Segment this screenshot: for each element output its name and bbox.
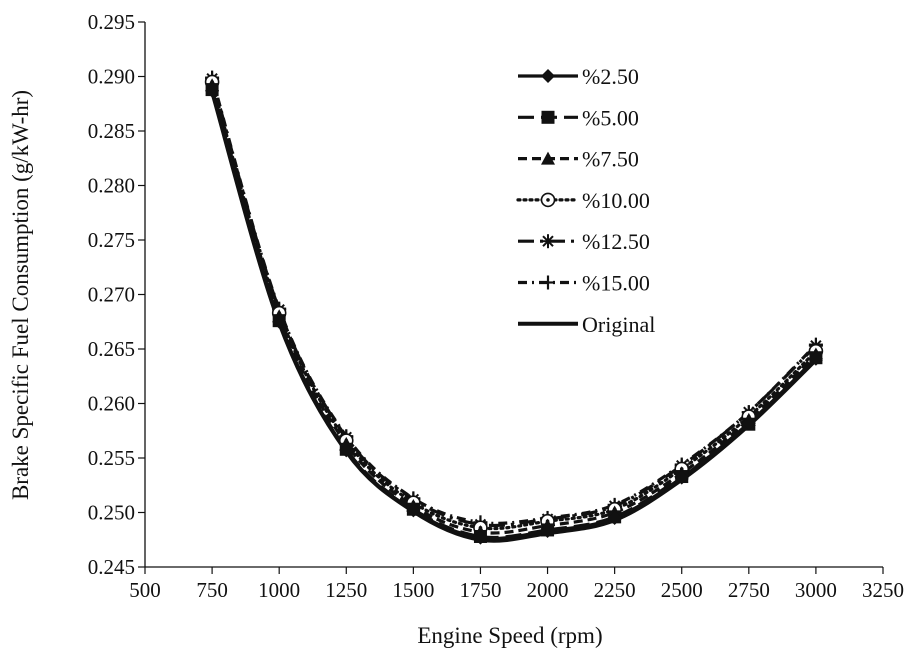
x-tick-label: 3250 xyxy=(862,578,904,602)
x-axis-title: Engine Speed (rpm) xyxy=(417,623,602,648)
legend-label-750: %7.50 xyxy=(582,147,639,172)
data-point-250 xyxy=(741,416,756,431)
series-line-500 xyxy=(210,89,818,540)
legend-label-1250: %12.50 xyxy=(582,229,650,254)
data-point-250 xyxy=(205,83,220,98)
series-line-Original xyxy=(210,91,818,543)
legend-marker-750 xyxy=(541,151,555,165)
x-tick-label: 2000 xyxy=(527,578,569,602)
series-lines xyxy=(204,70,824,545)
x-tick-label: 1250 xyxy=(325,578,367,602)
series-line-1000 xyxy=(210,80,818,531)
x-tick-label: 2750 xyxy=(728,578,770,602)
x-tick-label: 1500 xyxy=(392,578,434,602)
series-line-1500 xyxy=(210,77,818,526)
y-tick-label: 0.295 xyxy=(88,10,135,34)
y-tick-label: 0.275 xyxy=(88,228,135,252)
x-tick-label: 3000 xyxy=(795,578,837,602)
legend: %2.50 %5.00 %7.50 %10.00 %12.50 %15.00 Origina… xyxy=(516,64,655,337)
data-point-250 xyxy=(808,351,823,366)
y-tick-label: 0.280 xyxy=(88,174,135,198)
data-point-250 xyxy=(339,443,354,458)
series-line-250 xyxy=(210,90,818,541)
x-tick-label: 500 xyxy=(129,578,161,602)
data-point-250 xyxy=(473,530,488,545)
series-line-1250 xyxy=(210,78,818,528)
legend-label-500: %5.00 xyxy=(582,105,639,130)
y-tick-label: 0.260 xyxy=(88,392,135,416)
data-point-250 xyxy=(674,470,689,485)
y-tick-label: 0.245 xyxy=(88,555,135,579)
legend-marker-500 xyxy=(541,110,555,124)
legend-label-Original: Original xyxy=(582,312,655,337)
legend-marker-1500 xyxy=(541,275,555,290)
legend-label-1500: %15.00 xyxy=(582,271,650,296)
legend-label-250: %2.50 xyxy=(582,64,639,89)
x-tick-label: 750 xyxy=(196,578,228,602)
y-tick-label: 0.290 xyxy=(88,65,135,89)
y-tick-label: 0.250 xyxy=(88,501,135,525)
x-tick-label: 2500 xyxy=(661,578,703,602)
y-axis-title: Brake Specific Fuel Consumption (g/kW-hr… xyxy=(8,90,33,500)
series-line-750 xyxy=(210,84,818,535)
data-point-250 xyxy=(272,314,287,329)
x-tick-label: 1000 xyxy=(258,578,300,602)
legend-marker-1250 xyxy=(541,234,555,249)
axes: 0.245 0.250 0.255 0.260 0.265 0.270 0.275 0.280… xyxy=(88,10,904,602)
y-tick-label: 0.285 xyxy=(88,119,135,143)
x-tick-label: 2250 xyxy=(594,578,636,602)
data-point-250 xyxy=(607,510,622,525)
legend-marker-250 xyxy=(541,69,555,83)
data-point-250 xyxy=(406,503,421,518)
x-tick-label: 1750 xyxy=(459,578,501,602)
legend-marker-1000 xyxy=(540,192,556,208)
y-tick-label: 0.255 xyxy=(88,446,135,470)
y-tick-label: 0.265 xyxy=(88,337,135,361)
data-point-250 xyxy=(540,524,555,539)
y-tick-label: 0.270 xyxy=(88,283,135,307)
legend-label-1000: %10.00 xyxy=(582,188,650,213)
